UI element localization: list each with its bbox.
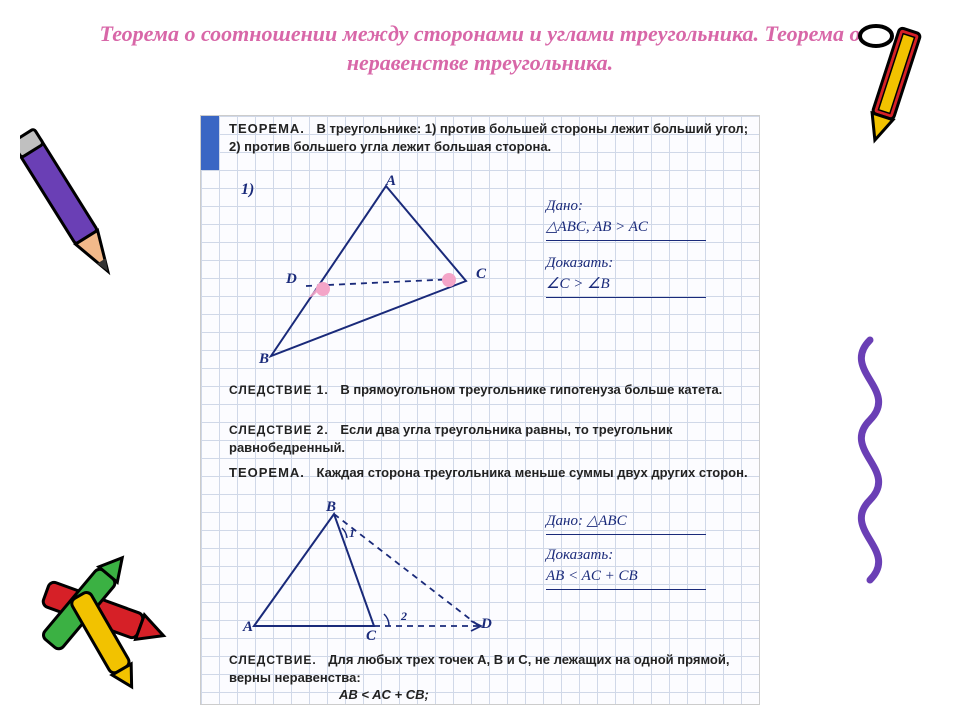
corollary-3: СЛЕДСТВИЕ. Для любых трех точек A, B и C…: [229, 651, 749, 705]
prove-text-2: AB < AC + CB: [546, 566, 706, 590]
theorem-2-body: Каждая сторона треугольника меньше суммы…: [317, 465, 748, 480]
given-label-1: Дано:: [546, 196, 706, 217]
given-label-2: Дано:: [546, 513, 583, 529]
clipart-squiggle-right-icon: [830, 330, 910, 590]
corollary-1-body: В прямоугольном треугольнике гипотенуза …: [340, 382, 722, 397]
theorem-1-body: В треугольнике: 1) против большей сторон…: [229, 121, 748, 154]
theorem-2: ТЕОРЕМА. Каждая сторона треугольника мен…: [229, 464, 749, 482]
clipart-pencil-left-icon: [20, 120, 130, 310]
figure-2-given: Дано: △ABC Доказать: AB < AC + CB: [546, 511, 706, 594]
vertex-B-2: B: [326, 499, 336, 516]
vertex-A-1: A: [386, 173, 396, 190]
corollary-2-label: СЛЕДСТВИЕ 2.: [229, 422, 329, 438]
theorem-2-label: ТЕОРЕМА.: [229, 464, 305, 482]
vertex-C-2: C: [366, 628, 376, 645]
notebook-panel: ТЕОРЕМА. В треугольнике: 1) против больш…: [200, 115, 760, 705]
corollary-2: СЛЕДСТВИЕ 2. Если два угла треугольника …: [229, 421, 749, 456]
angle-1-label: 1: [349, 526, 355, 541]
given-text-1: △ABC, AB > AC: [546, 217, 706, 241]
vertex-D-1: D: [286, 271, 297, 288]
corollary-1-label: СЛЕДСТВИЕ 1.: [229, 382, 329, 398]
theorem-1: ТЕОРЕМА. В треугольнике: 1) против больш…: [229, 120, 749, 155]
given-text-2: △ABC: [587, 513, 627, 529]
corollary-1: СЛЕДСТВИЕ 1. В прямоугольном треугольник…: [229, 381, 749, 399]
prove-label-2: Доказать:: [546, 545, 706, 566]
corollary-3-label: СЛЕДСТВИЕ.: [229, 652, 317, 668]
prove-label-1: Доказать:: [546, 253, 706, 274]
vertex-B-1: B: [259, 351, 269, 368]
theorem-1-label: ТЕОРЕМА.: [229, 120, 305, 138]
figure-2-triangle: [229, 506, 509, 646]
prove-text-1: ∠C > ∠B: [546, 274, 706, 298]
vertex-A-2: A: [243, 619, 253, 636]
angle-2-label: 2: [401, 609, 407, 624]
clipart-pencil-top-right-icon: [834, 8, 954, 158]
figure-1-given: Дано: △ABC, AB > AC Доказать: ∠C > ∠B: [546, 196, 706, 302]
vertex-C-1: C: [476, 266, 486, 283]
page-title: Теорема о соотношении между сторонами и …: [90, 20, 870, 77]
clipart-crayons-bottom-left-icon: [10, 530, 190, 710]
margin-strip: [201, 116, 219, 170]
corollary-3-body-2: AB < AC + CB; AC < AB + BC; BC < BA + AC…: [339, 686, 749, 705]
figure-1-triangle: [231, 176, 511, 366]
vertex-D-2: D: [481, 616, 492, 633]
